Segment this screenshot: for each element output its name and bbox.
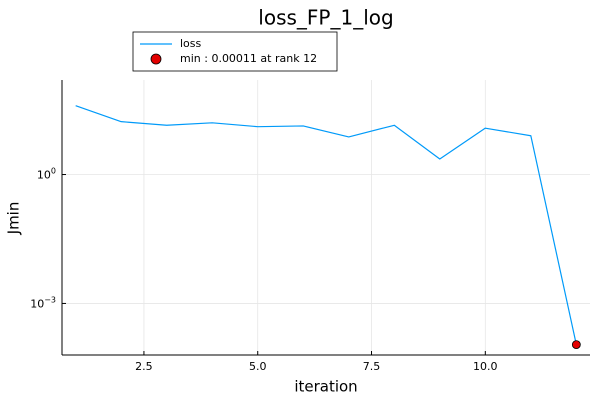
ticks: 2.5 5.0 7.5 10.0 100 10−3 xyxy=(30,167,497,373)
legend-box xyxy=(132,31,338,72)
grid xyxy=(62,80,590,355)
x-axis-label: iteration xyxy=(294,378,357,396)
x-tick-label-0: 2.5 xyxy=(135,360,153,373)
x-tick-label-2: 7.5 xyxy=(363,360,381,373)
axes xyxy=(61,80,590,356)
y-axis-label: Jmin xyxy=(5,202,23,236)
y-tick-label-1: 10−3 xyxy=(30,295,56,310)
chart-title: loss_FP_1_log xyxy=(258,6,393,30)
legend-marker-swatch xyxy=(150,53,162,65)
y-tick-label-0: 100 xyxy=(37,167,56,182)
min-marker-point xyxy=(571,340,581,350)
legend-label-min: min : 0.00011 at rank 12 xyxy=(180,52,317,65)
series-line-loss xyxy=(75,105,577,345)
legend-label-loss: loss xyxy=(180,37,202,50)
x-tick-label-3: 10.0 xyxy=(473,360,498,373)
legend: loss min : 0.00011 at rank 12 xyxy=(132,31,338,72)
x-tick-label-1: 5.0 xyxy=(249,360,267,373)
series-layer xyxy=(75,105,581,350)
